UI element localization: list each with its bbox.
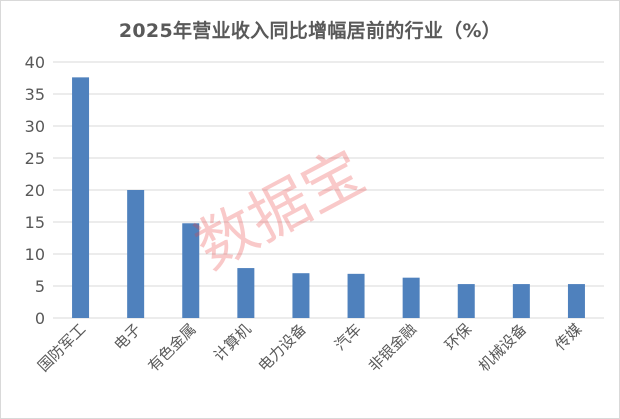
x-tick-label: 传媒 [551,320,585,354]
bar [72,77,90,318]
bar [292,273,310,318]
y-tick-label: 10 [25,245,45,264]
y-tick-label: 25 [25,149,45,168]
x-tick-label: 计算机 [210,320,255,365]
bar [237,268,255,318]
y-axis-ticks: 0 5 10 15 20 25 30 35 40 [25,53,45,328]
bar [457,284,475,318]
y-tick-label: 5 [35,277,45,296]
bar [402,277,420,318]
watermark: 数据宝 [184,137,376,283]
y-tick-label: 35 [25,85,45,104]
bar [127,190,145,318]
x-tick-label: 环保 [441,320,475,354]
bar [182,223,200,318]
x-tick-label: 电子 [111,320,145,354]
x-tick-label: 非银金融 [365,320,420,375]
bars [72,77,585,318]
x-tick-label: 国防军工 [34,320,89,375]
gridlines [53,61,604,319]
y-tick-label: 20 [25,181,45,200]
x-axis-labels: 国防军工 电子 有色金属 计算机 电力设备 汽车 非银金融 环保 机械设备 传媒 [34,320,585,375]
y-tick-label: 40 [25,53,45,72]
bar [347,273,365,318]
y-tick-label: 30 [25,117,45,136]
x-tick-label: 机械设备 [475,320,530,375]
bar [512,284,530,318]
y-tick-label: 0 [35,309,45,328]
x-tick-label: 电力设备 [255,320,310,375]
x-tick-label: 有色金属 [144,320,199,375]
bar [567,284,585,318]
chart-title: 2025年营业收入同比增幅居前的行业（%） [118,20,502,42]
y-tick-label: 15 [25,213,45,232]
x-tick-label: 汽车 [331,320,365,354]
